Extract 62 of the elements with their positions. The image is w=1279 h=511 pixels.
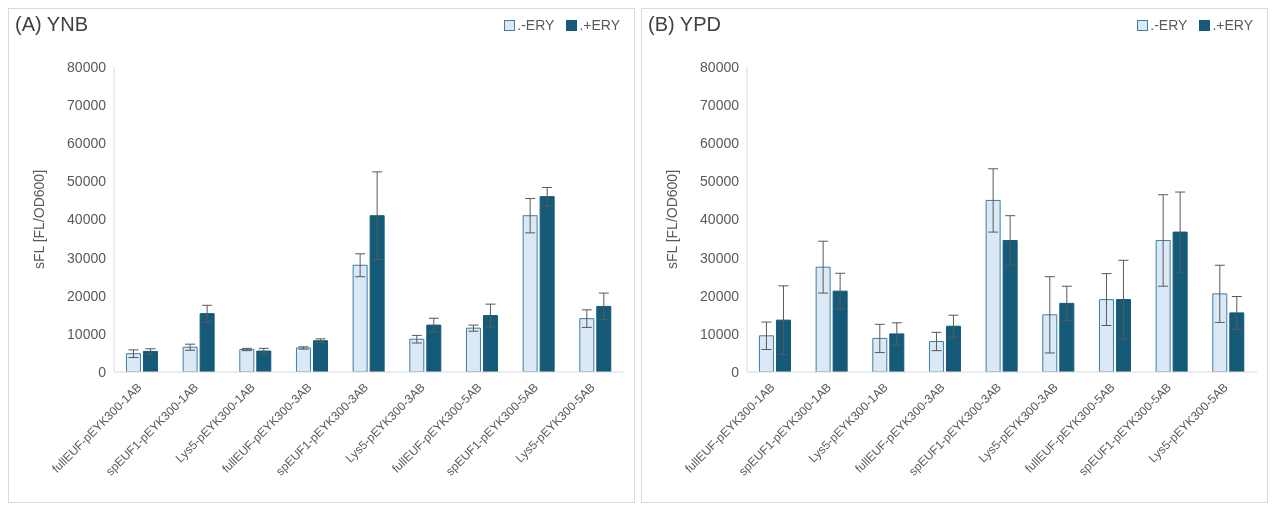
bar [295, 347, 311, 372]
y-tick-label: 60000 [67, 135, 107, 152]
y-tick-label: 20000 [67, 287, 107, 304]
bar [1002, 239, 1018, 372]
bar [1172, 231, 1188, 372]
y-tick-label: 0 [98, 363, 107, 380]
bar [596, 305, 612, 372]
bar [1229, 312, 1245, 372]
bar [889, 333, 905, 372]
bar [142, 350, 158, 372]
y-tick-label: 40000 [67, 211, 107, 228]
bar [1155, 239, 1171, 372]
y-tick-label: 70000 [67, 97, 107, 114]
bar [985, 199, 1001, 372]
bar [312, 340, 328, 372]
y-tick-label: 40000 [700, 211, 740, 228]
y-tick-label: 50000 [700, 173, 740, 190]
y-axis-title: sFL [FL/OD600] [30, 169, 47, 270]
bar [522, 215, 538, 372]
legend-label: .-ERY [1149, 17, 1188, 33]
y-tick-label: 70000 [700, 97, 740, 114]
bar [872, 337, 888, 372]
bar [1098, 299, 1114, 372]
legend-label: .+ERY [578, 17, 620, 33]
chart-title: (B) YPD [648, 13, 721, 36]
legend-label: .-ERY [516, 17, 555, 33]
bar [352, 264, 368, 372]
y-axis-title: sFL [FL/OD600] [663, 169, 680, 270]
y-tick-label: 80000 [67, 58, 107, 75]
bar [579, 318, 595, 372]
bar [369, 215, 385, 372]
y-tick-label: 80000 [700, 58, 740, 75]
bar [125, 353, 141, 372]
y-tick-label: 30000 [700, 249, 740, 266]
bar [539, 196, 555, 372]
bar [832, 290, 848, 372]
bar [758, 335, 774, 372]
bar [928, 341, 944, 372]
y-tick-label: 50000 [67, 173, 107, 190]
y-tick-label: 10000 [700, 325, 740, 342]
bar [256, 350, 272, 372]
bar [815, 266, 831, 372]
bar [1115, 299, 1131, 372]
y-tick-label: 0 [731, 363, 740, 380]
y-tick-label: 10000 [67, 325, 107, 342]
bar [1059, 302, 1075, 372]
y-tick-label: 60000 [700, 135, 740, 152]
bar [1042, 314, 1058, 372]
bar [482, 315, 498, 372]
bar [199, 313, 215, 372]
bar [409, 338, 425, 372]
bar [945, 325, 961, 372]
bar [426, 324, 442, 372]
bar [182, 346, 198, 372]
y-tick-label: 30000 [67, 249, 107, 266]
bar [239, 349, 255, 372]
legend-label: .+ERY [1211, 17, 1253, 33]
bar [775, 319, 791, 372]
y-tick-label: 20000 [700, 287, 740, 304]
bar [1212, 293, 1228, 372]
chart-title: (A) YNB [15, 13, 88, 36]
bar [465, 327, 481, 372]
